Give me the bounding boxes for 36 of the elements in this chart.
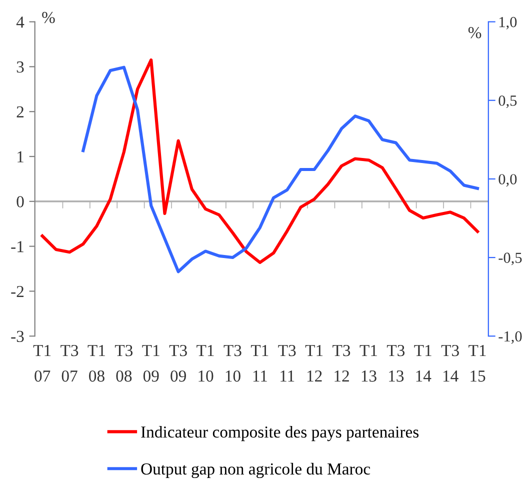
x-tick-label: T1 15	[468, 345, 486, 382]
x-tick-label: T3 09	[169, 344, 187, 382]
y-tick-label: 4	[16, 16, 24, 28]
x-tick-label: T1 13	[360, 345, 377, 382]
x-tick-label: T1 11	[250, 345, 268, 382]
y2-tick-label: -1,0	[498, 331, 522, 344]
x-tick-label: T1 09	[142, 345, 160, 382]
y-axis-title: %	[42, 12, 55, 24]
y-tick-label: -2	[11, 286, 24, 297]
y-tick-label: 3	[16, 61, 24, 73]
y2-tick-label: 1,0	[499, 16, 517, 30]
x-tick-label: T1 10	[196, 345, 214, 382]
x-tick-label: T1 14	[414, 345, 432, 382]
legend-label: Output gap non agricole du Maroc	[141, 462, 370, 478]
x-tick-label: T3 11	[278, 344, 296, 382]
x-tick-label: T1 12	[305, 345, 323, 382]
y2-axis-title: %	[468, 26, 482, 38]
x-tick-label: T3 08	[114, 344, 133, 382]
line-series	[82, 66, 480, 274]
y-tick-label: -3	[11, 330, 24, 342]
y2-tick-label: -0,5	[498, 252, 522, 266]
y2-tick-label: 0,5	[498, 96, 517, 108]
x-tick-label: T3 14	[441, 344, 459, 382]
legend-label: Indicateur composite des pays partenaires	[141, 426, 419, 442]
y-tick-label: 0	[16, 196, 24, 208]
y-tick-label: 2	[16, 106, 24, 118]
y2-tick-label: 0,0	[498, 174, 517, 187]
y-tick-label: -1	[11, 241, 24, 252]
x-tick-label: T3 07	[60, 344, 78, 382]
y-tick-label: 1	[18, 151, 24, 162]
x-tick-label: T1 07	[33, 345, 51, 382]
x-tick-label: T3 10	[224, 344, 242, 382]
x-tick-label: T3 13	[386, 344, 405, 382]
line-series	[40, 58, 480, 264]
x-tick-label: T1 08	[88, 345, 105, 382]
x-tick-label: T3 12	[332, 344, 350, 382]
